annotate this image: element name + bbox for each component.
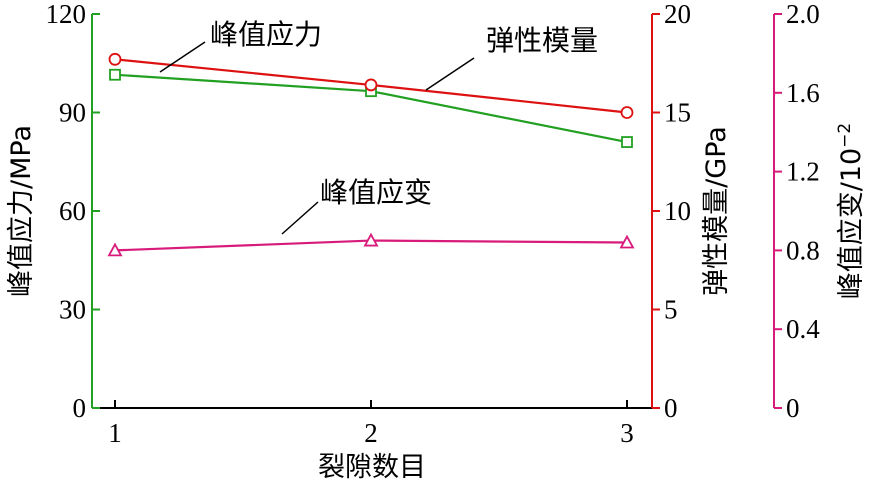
right-modulus-tick-label: 20 — [664, 0, 691, 29]
data-point-strain — [363, 232, 379, 247]
left-tick-label: 90 — [59, 98, 86, 128]
data-point-strain — [619, 234, 635, 249]
right-strain-tick-label: 1.2 — [786, 157, 820, 187]
left-tick-label: 30 — [59, 295, 86, 325]
data-point-stress — [621, 136, 633, 148]
data-point-stress — [109, 68, 121, 81]
annotation-leader-stress — [159, 41, 206, 73]
annotation-leader-modulus — [425, 57, 475, 91]
left-axis-title: 峰值应力/MPa — [6, 125, 37, 297]
right-strain-tick-label: 0.8 — [786, 235, 820, 265]
data-point-modulus — [620, 106, 634, 119]
axes-layer: 1 2 3 裂隙数目 0 30 60 90 120 峰值应力/MPa 0 5 10 15 20 弹性模量/GP… — [6, 0, 867, 483]
data-point-modulus — [364, 78, 378, 92]
data-point-modulus — [108, 52, 122, 66]
right-modulus-tick-label: 15 — [664, 98, 691, 128]
annotation-label-strain: 峰值应变 — [320, 176, 432, 209]
right-strain-tick-label: 1.6 — [786, 78, 820, 108]
left-tick-label: 0 — [73, 393, 87, 423]
annotation-label-modulus: 弹性模量 — [486, 24, 598, 57]
strain-title-superscript: −2 — [835, 123, 855, 148]
data-point-strain — [107, 242, 123, 257]
annotation-leader-strain — [281, 201, 319, 235]
right-modulus-tick-label: 0 — [664, 393, 678, 423]
right-axis-modulus-title: 弹性模量/GPa — [701, 126, 732, 296]
x-axis-title: 裂隙数目 — [318, 452, 426, 483]
right-strain-tick-label: 0 — [786, 393, 800, 423]
right-modulus-tick-label: 5 — [664, 295, 678, 325]
x-tick-label: 3 — [620, 418, 634, 448]
left-tick-label: 120 — [46, 0, 87, 29]
left-tick-label: 60 — [59, 196, 86, 226]
right-strain-tick-label: 2.0 — [786, 0, 820, 29]
x-tick-label: 1 — [108, 418, 122, 448]
right-axis-strain-title: 峰值应变/10−2 — [835, 123, 867, 300]
x-tick-label: 2 — [364, 418, 378, 448]
right-modulus-tick-label: 10 — [664, 196, 691, 226]
strain-title-main: 峰值应变/10 — [836, 148, 867, 299]
right-strain-tick-label: 0.4 — [786, 314, 820, 344]
annotation-label-stress: 峰值应力 — [210, 18, 322, 51]
series-layer — [107, 52, 635, 257]
